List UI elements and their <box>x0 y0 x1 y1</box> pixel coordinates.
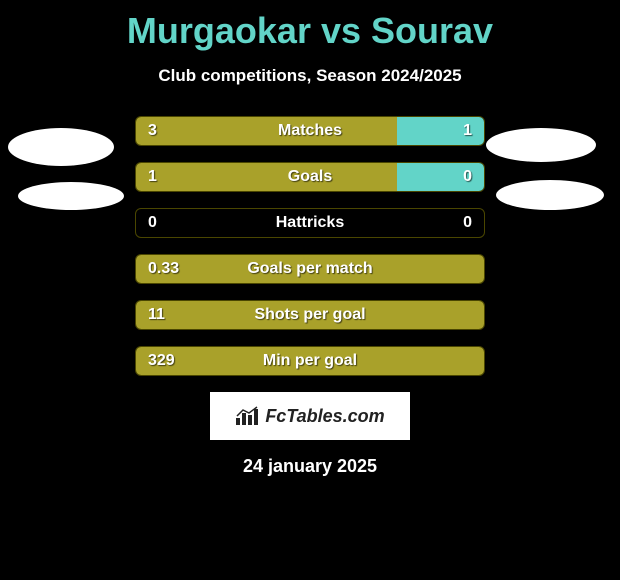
chart-icon <box>235 406 259 426</box>
player-ellipse-1 <box>18 182 124 210</box>
stat-row: 11Shots per goal <box>135 300 485 330</box>
player-ellipse-2 <box>486 128 596 162</box>
value-right: 0 <box>463 209 472 237</box>
value-left: 0 <box>148 209 157 237</box>
bar-left <box>136 347 484 375</box>
bar-left <box>136 301 484 329</box>
bar-left <box>136 117 397 145</box>
page-title: Murgaokar vs Sourav <box>0 0 620 52</box>
stat-row: 0.33Goals per match <box>135 254 485 284</box>
stat-row: 31Matches <box>135 116 485 146</box>
bar-left <box>136 163 397 191</box>
bar-right <box>397 117 484 145</box>
stat-row: 329Min per goal <box>135 346 485 376</box>
player-ellipse-0 <box>8 128 114 166</box>
stat-row: 10Goals <box>135 162 485 192</box>
player-ellipse-3 <box>496 180 604 210</box>
stat-row: 0 0Hattricks <box>135 208 485 238</box>
bar-left <box>136 255 484 283</box>
comparison-chart: 31Matches 10Goals 0 0Hattricks 0.33Goals per… <box>0 116 620 376</box>
branding-text: FcTables.com <box>265 406 384 427</box>
subtitle: Club competitions, Season 2024/2025 <box>0 66 620 86</box>
bar-right <box>397 163 484 191</box>
branding-badge: FcTables.com <box>210 392 410 440</box>
stat-label: Hattricks <box>136 209 484 237</box>
date-label: 24 january 2025 <box>0 456 620 477</box>
